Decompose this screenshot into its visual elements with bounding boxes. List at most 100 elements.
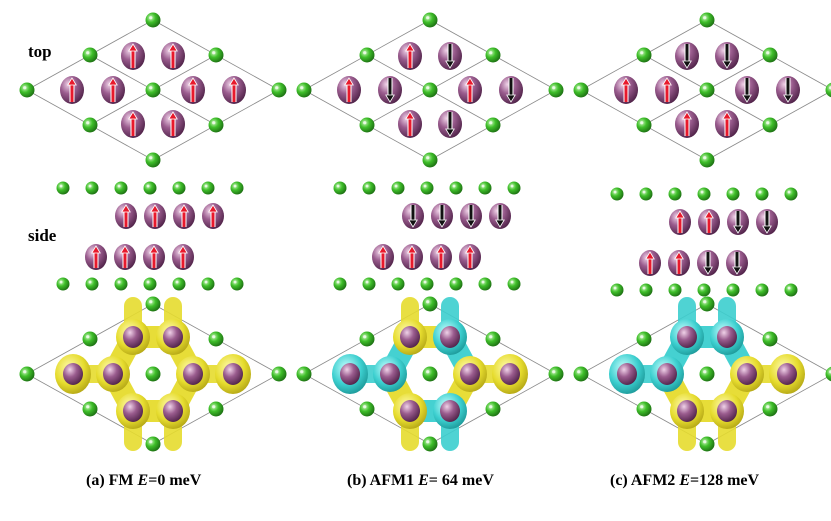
cl-atom xyxy=(271,82,287,98)
cl-atom-highlight xyxy=(703,86,707,90)
spin-up-arrow xyxy=(407,245,417,268)
cl-atom-highlight xyxy=(613,190,617,194)
cl-atom-highlight xyxy=(671,190,675,194)
caption-panel-c: (c) AFM2 E=128 meV xyxy=(610,472,759,490)
cl-atom xyxy=(449,277,463,291)
metal-atom xyxy=(380,363,400,385)
arrow-head xyxy=(121,204,131,213)
cl-atom-highlight xyxy=(510,280,514,284)
arrow-head xyxy=(722,60,732,69)
cl-atom xyxy=(145,12,161,28)
cl-atom xyxy=(485,331,501,347)
cl-atom xyxy=(422,296,438,312)
cl-atom-highlight xyxy=(88,280,92,284)
arrow-head xyxy=(149,245,159,254)
cl-atom-highlight xyxy=(700,286,704,290)
cl-atom xyxy=(636,117,652,133)
cl-atom xyxy=(422,436,438,452)
spin-down-arrow xyxy=(703,252,713,275)
cl-atom-highlight xyxy=(423,280,427,284)
spin-down-arrow xyxy=(682,44,692,69)
cl-atom xyxy=(82,117,98,133)
cl-atom-highlight xyxy=(275,370,279,374)
cl-atom-highlight xyxy=(233,184,237,188)
cl-atom-highlight xyxy=(363,51,367,55)
cl-atom-highlight xyxy=(88,184,92,188)
caption-a-energy-symbol: E xyxy=(137,472,149,489)
spin-up-arrow xyxy=(67,77,77,102)
arrow-head xyxy=(178,245,188,254)
cl-atom-highlight xyxy=(23,370,27,374)
cl-atom xyxy=(143,277,157,291)
cl-atom-highlight xyxy=(758,190,762,194)
side-view-c xyxy=(610,187,798,297)
caption-b-energy-value: = 64 meV xyxy=(428,472,494,489)
cl-atom xyxy=(610,187,624,201)
cl-atom xyxy=(208,47,224,63)
cl-atom-highlight xyxy=(204,280,208,284)
cl-atom xyxy=(143,181,157,195)
arrow-head xyxy=(495,219,505,228)
spin-up-arrow xyxy=(178,245,188,268)
cl-atom xyxy=(726,283,740,297)
arrow-head xyxy=(682,111,692,120)
cl-atom-highlight xyxy=(149,16,153,20)
cl-atom-highlight xyxy=(300,370,304,374)
cl-atom-highlight xyxy=(577,370,581,374)
spin-up-arrow xyxy=(465,77,475,102)
cl-atom xyxy=(271,366,287,382)
cl-atom xyxy=(699,152,715,168)
spin-up-arrow xyxy=(120,245,130,268)
spin-up-arrow xyxy=(645,251,655,274)
arrow-head xyxy=(179,204,189,213)
cl-atom xyxy=(762,401,778,417)
cl-atom xyxy=(85,277,99,291)
cl-atom-highlight xyxy=(212,121,216,125)
arrow-head xyxy=(408,219,418,228)
cl-atom-highlight xyxy=(117,184,121,188)
arrow-head xyxy=(674,251,684,260)
spin-up-arrow xyxy=(208,204,218,227)
cl-atom xyxy=(333,277,347,291)
spin-up-arrow xyxy=(91,245,101,268)
cl-atom-highlight xyxy=(729,190,733,194)
cl-atom-highlight xyxy=(510,184,514,188)
cl-atom-highlight xyxy=(671,286,675,290)
arrow-head xyxy=(704,210,714,219)
cl-atom-highlight xyxy=(86,51,90,55)
metal-atom xyxy=(183,363,203,385)
cl-atom xyxy=(296,82,312,98)
spin-down-arrow xyxy=(495,205,505,228)
spin-down-arrow xyxy=(742,78,752,103)
spin-density-b xyxy=(296,296,564,452)
cl-atom xyxy=(359,331,375,347)
cl-atom xyxy=(172,277,186,291)
cl-atom-highlight xyxy=(336,280,340,284)
cl-atom-highlight xyxy=(426,86,430,90)
metal-atom xyxy=(617,363,637,385)
arrow-head xyxy=(732,266,742,275)
arrow-head xyxy=(662,77,672,86)
spin-up-arrow xyxy=(150,204,160,227)
arrow-head xyxy=(344,77,354,86)
cl-atom-highlight xyxy=(703,440,707,444)
cl-atom xyxy=(422,12,438,28)
top-view-c xyxy=(573,12,831,168)
spin-up-arrow xyxy=(405,111,415,136)
cl-atom-highlight xyxy=(703,156,707,160)
side-view-a xyxy=(56,181,244,291)
cl-atom xyxy=(208,331,224,347)
cl-atom-highlight xyxy=(787,190,791,194)
cl-atom-highlight xyxy=(426,156,430,160)
cl-atom-highlight xyxy=(86,335,90,339)
cl-atom xyxy=(420,277,434,291)
cl-atom xyxy=(478,181,492,195)
cl-atom-highlight xyxy=(336,184,340,188)
cl-atom-highlight xyxy=(729,286,733,290)
spin-up-arrow xyxy=(149,245,159,268)
cl-atom-highlight xyxy=(640,51,644,55)
cl-atom xyxy=(296,366,312,382)
cl-atom xyxy=(548,82,564,98)
metal-atom xyxy=(677,326,697,348)
caption-b-prefix: (b) AFM1 xyxy=(347,472,415,489)
